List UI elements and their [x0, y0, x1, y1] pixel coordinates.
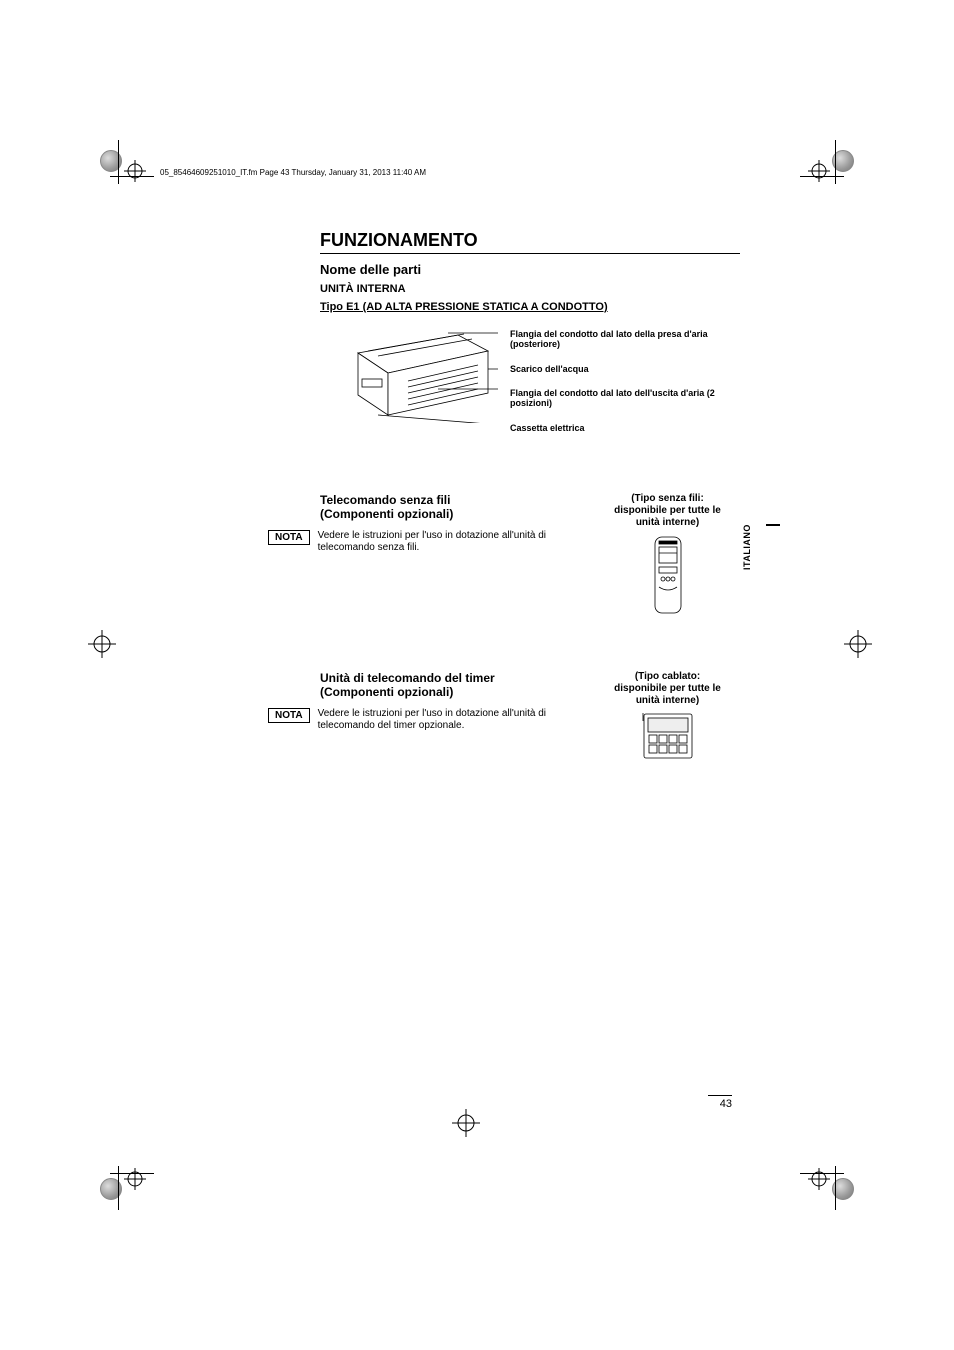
nota-text-2: Vedere le istruzioni per l'uso in dotazi… [318, 708, 595, 733]
wireless-remote-icon [649, 533, 687, 617]
page-content: FUNZIONAMENTO Nome delle parti UNITÀ INT… [320, 230, 740, 765]
nota-label: NOTA [268, 530, 310, 545]
wired-remote-icon [641, 711, 695, 761]
wireless-remote-section: Telecomando senza fili (Componenti opzio… [320, 493, 740, 621]
wireless-heading-l1: Telecomando senza fili [320, 493, 450, 507]
wireless-caption-l1: (Tipo senza fili: [595, 493, 740, 505]
language-tab-label: ITALIANO [742, 556, 752, 570]
crop-mark-bottom-center [452, 1109, 496, 1153]
wireless-heading-l2: (Componenti opzionali) [320, 507, 453, 521]
crop-mark-bottom-left [100, 1156, 144, 1200]
wireless-caption-l3: unità interne) [595, 517, 740, 529]
callout-2: Scarico dell'acqua [510, 364, 740, 374]
language-tab: ITALIANO [766, 524, 780, 588]
wired-caption-l2: disponibile per tutte le [595, 683, 740, 695]
section-subtitle: Nome delle parti [320, 262, 740, 277]
duct-unit-illustration [338, 323, 498, 423]
page-number: 43 [708, 1095, 732, 1110]
crop-mark-bottom-right [810, 1156, 854, 1200]
timer-heading-l1: Unità di telecomando del timer [320, 671, 495, 685]
running-head: 05_85464609251010_IT.fm Page 43 Thursday… [160, 168, 426, 177]
callout-3: Flangia del condotto dal lato dell'uscit… [510, 388, 740, 409]
type-label: Tipo E1 (AD ALTA PRESSIONE STATICA A CON… [320, 301, 740, 313]
wired-caption-l3: unità interne) [595, 695, 740, 707]
crop-mark-mid-left [88, 630, 132, 674]
callout-1: Flangia del condotto dal lato della pres… [510, 329, 740, 350]
unit-diagram: Flangia del condotto dal lato della pres… [320, 323, 740, 463]
timer-heading-l2: (Componenti opzionali) [320, 685, 453, 699]
nota-label-2: NOTA [268, 708, 310, 723]
crop-mark-top-right [810, 150, 854, 194]
crop-mark-mid-right [822, 630, 866, 674]
wired-caption-l1: (Tipo cablato: [595, 671, 740, 683]
callout-4: Cassetta elettrica [510, 423, 740, 433]
page-title: FUNZIONAMENTO [320, 230, 740, 254]
nota-text: Vedere le istruzioni per l'uso in dotazi… [318, 530, 595, 555]
unit-label: UNITÀ INTERNA [320, 283, 740, 295]
wireless-caption-l2: disponibile per tutte le [595, 505, 740, 517]
wired-remote-section: Unità di telecomando del timer (Componen… [320, 671, 740, 765]
crop-mark-top-left [100, 150, 144, 194]
